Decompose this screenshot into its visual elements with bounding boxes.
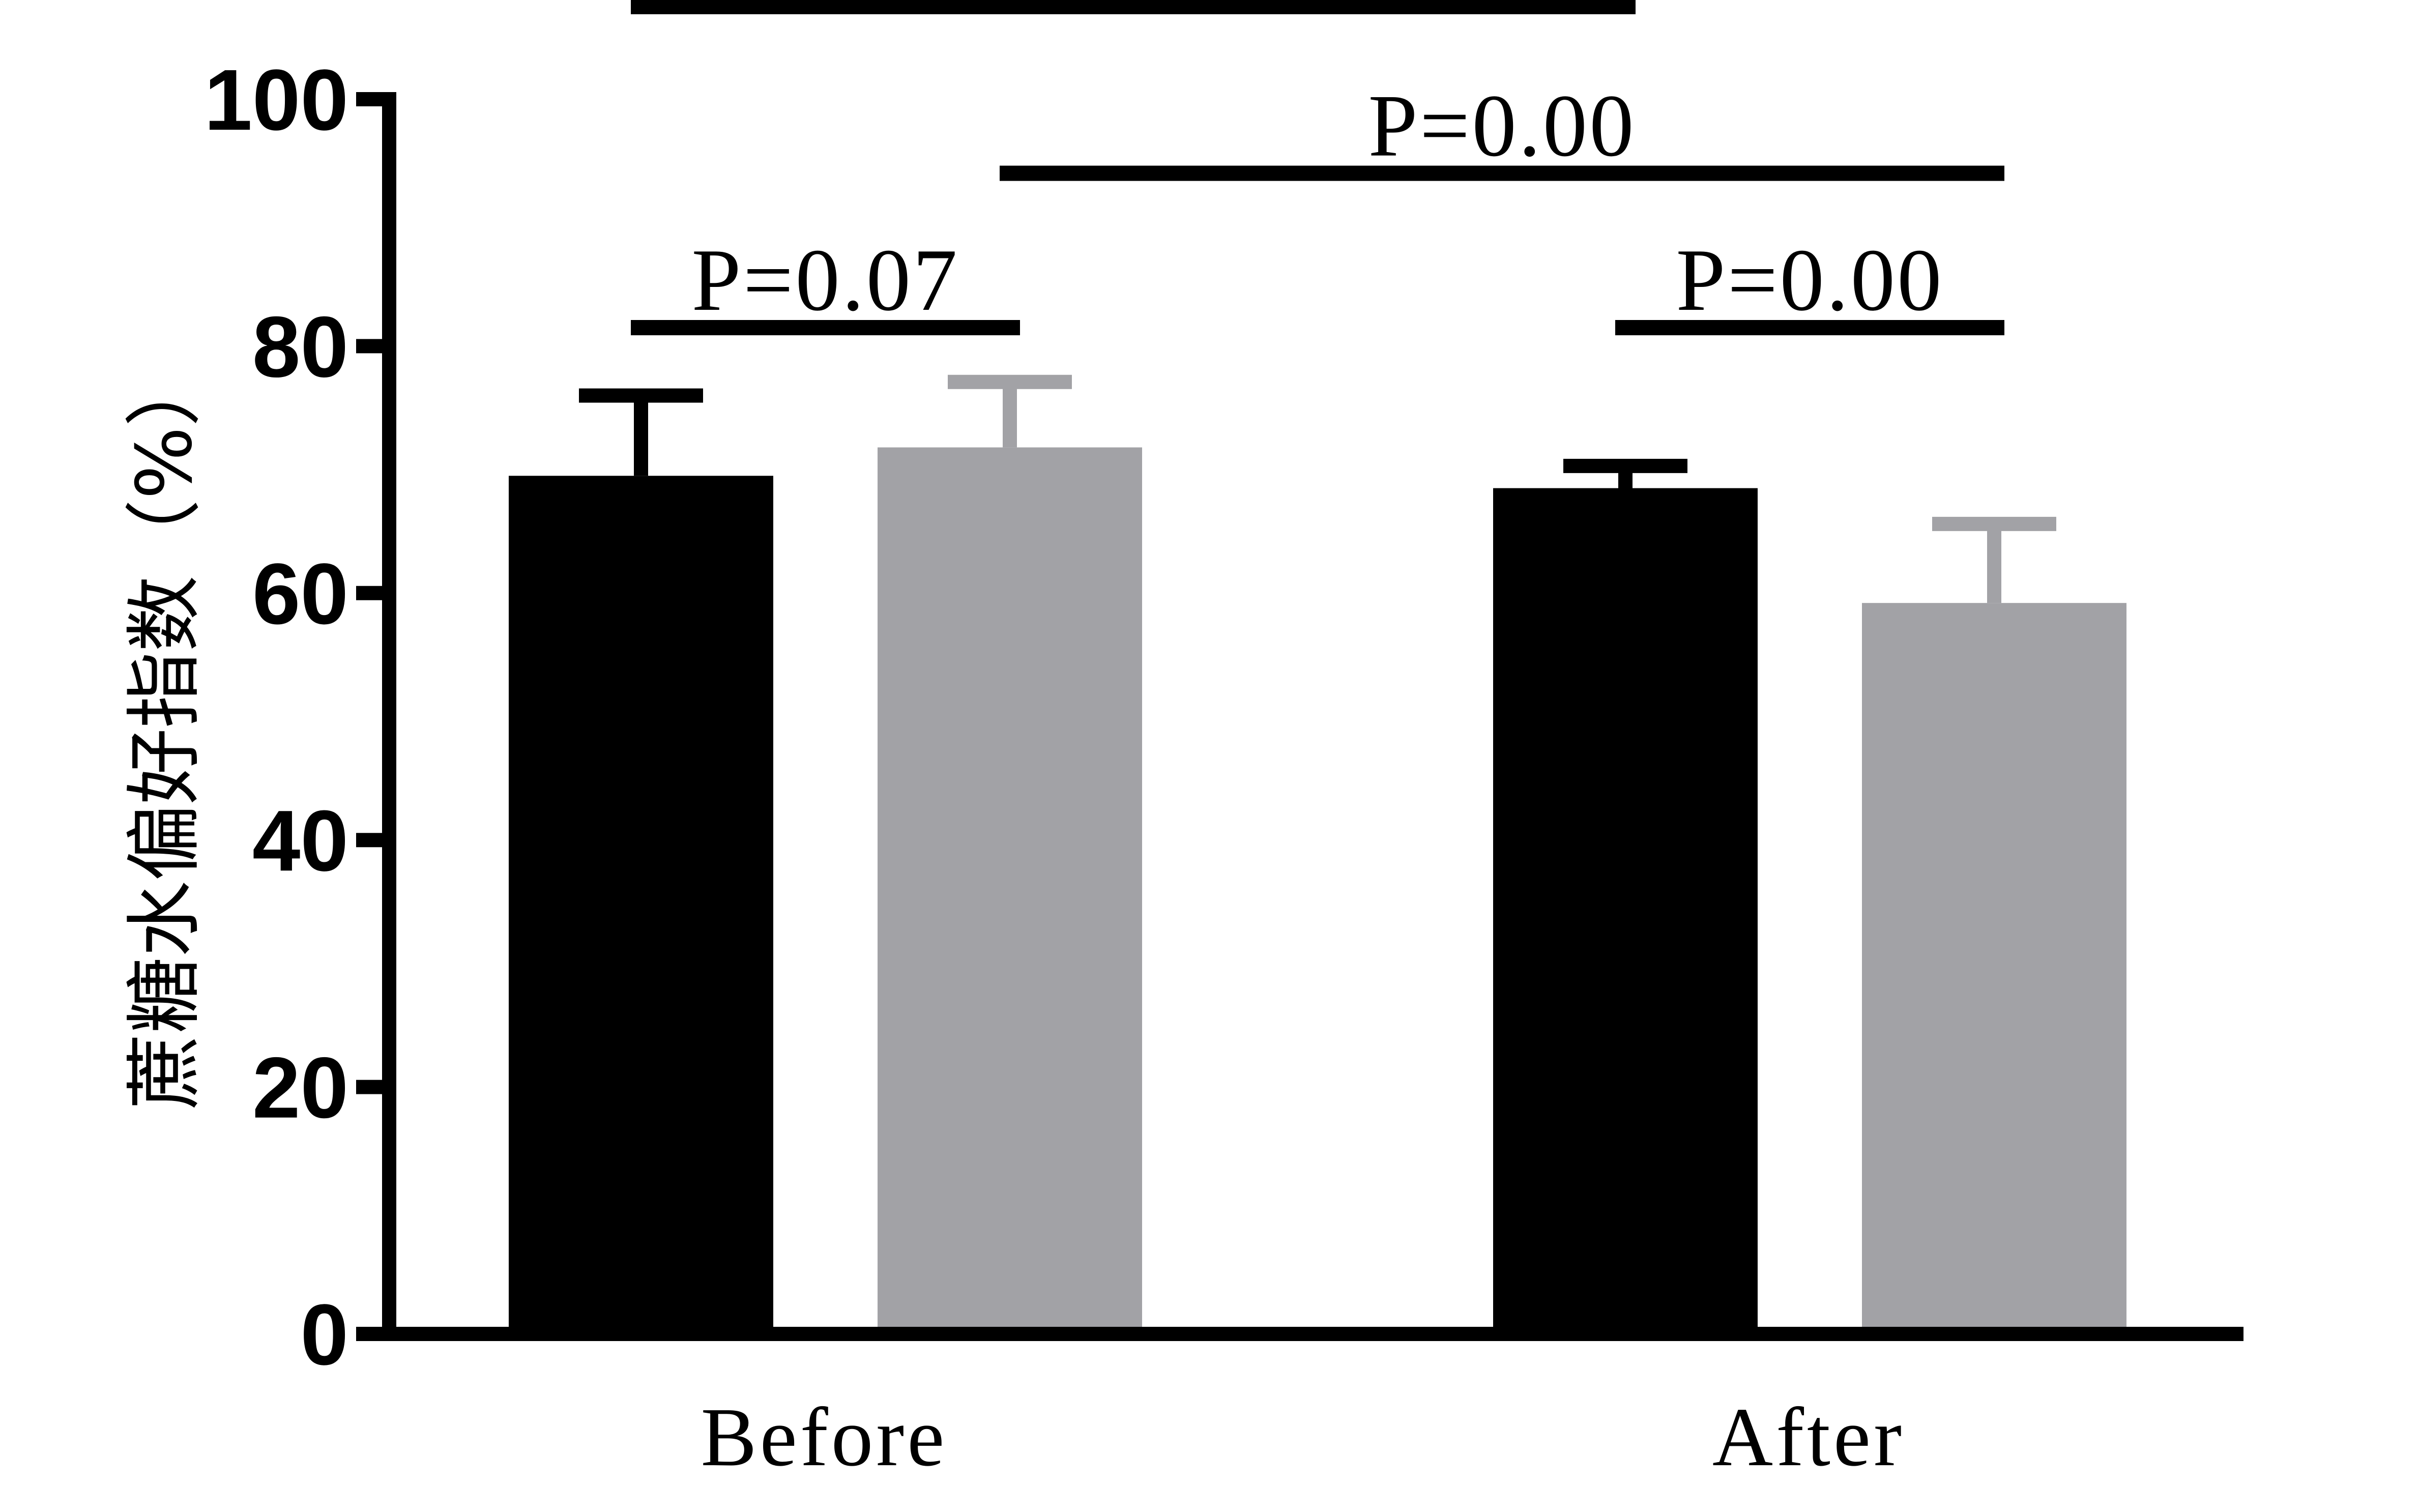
bar-after-group-1 (1493, 488, 1758, 1334)
axes-layer: 0 20 40 60 80 100 Before After (204, 52, 2243, 1484)
bar-after-group-2 (1862, 603, 2126, 1334)
y-axis-title: 蔗糖水偏好指数（%） (121, 351, 209, 1110)
y-tick-label-100: 100 (204, 52, 348, 149)
y-tick-label-0: 0 (300, 1287, 348, 1383)
bars-layer (509, 447, 2126, 1334)
bar-before-group-2 (878, 447, 1142, 1334)
x-tick-label-after: After (1712, 1390, 1905, 1484)
x-tick-label-before: Before (701, 1390, 948, 1484)
y-tick-label-80: 80 (252, 299, 348, 395)
error-bars-layer (579, 374, 2056, 603)
y-tick-label-40: 40 (252, 793, 348, 889)
significance-label-1: P=0.07 (691, 230, 959, 329)
significance-label-2: P=0.00 (1676, 230, 1943, 329)
bar-before-group-1 (509, 476, 773, 1334)
y-tick-label-60: 60 (252, 546, 348, 643)
significance-annotations-layer: P=0.07 P=0.00 P=0.00 (631, 0, 2004, 335)
y-tick-label-20: 20 (252, 1040, 348, 1137)
significance-label-3: P=0.00 (1368, 76, 1636, 175)
